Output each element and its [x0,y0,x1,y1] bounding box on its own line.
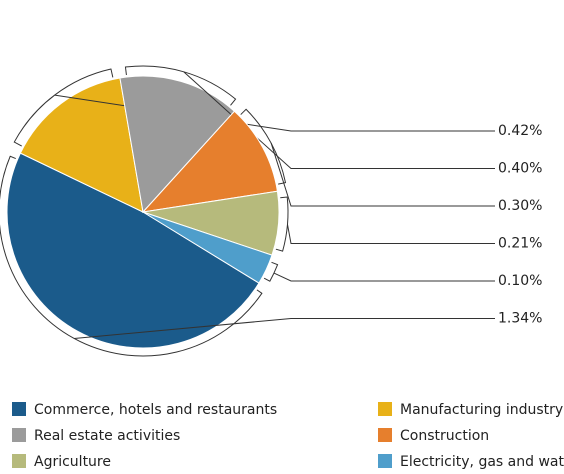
legend-swatch [378,402,392,416]
value-label: 0.30% [498,198,542,214]
legend-swatch [378,454,392,468]
connector [183,71,495,169]
pie-slice [141,110,278,213]
connector [273,272,495,282]
pie-slice [119,75,236,214]
legend-label: Electricity, gas and water [400,454,564,470]
legend-swatch [12,428,26,442]
legend-label: Construction [400,428,489,444]
legend-swatch [378,428,392,442]
pie-slice [6,152,260,349]
legend-label: Agriculture [34,454,111,470]
legend-label: Commerce, hotels and restaurants [34,402,277,418]
legend-swatch [12,454,26,468]
value-label: 1.34% [498,311,542,327]
value-label: 0.21% [498,236,542,252]
connector [286,224,495,244]
legend-swatch [12,402,26,416]
connector [74,318,495,339]
legend-label: Manufacturing industry [400,402,563,418]
connector [270,142,495,207]
value-label: 0.42% [498,123,542,139]
pie-slice [142,211,273,284]
pie-slice [19,77,144,213]
value-label: 0.10% [498,273,542,289]
legend-label: Real estate activities [34,428,180,444]
value-label: 0.40% [498,161,542,177]
connector [124,65,237,106]
